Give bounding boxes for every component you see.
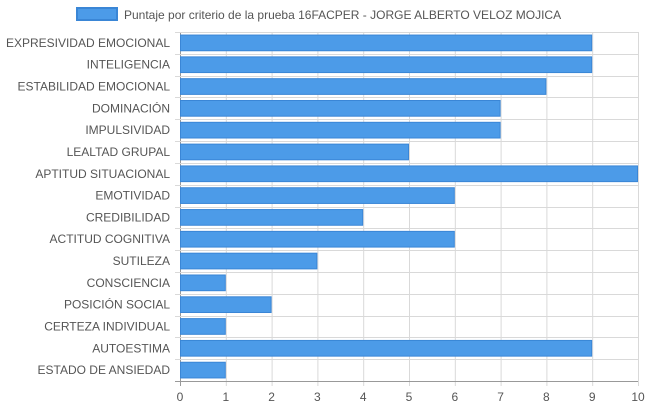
bar[interactable] xyxy=(180,121,501,139)
bar[interactable] xyxy=(180,318,226,335)
bars xyxy=(180,34,638,379)
category-label: ESTABILIDAD EMOCIONAL xyxy=(18,80,171,94)
category-label: EXPRESIVIDAD EMOCIONAL xyxy=(6,36,170,50)
bar[interactable] xyxy=(180,187,455,204)
x-tick-label: 5 xyxy=(406,390,413,404)
legend-label: Puntaje por criterio de la prueba 16FACP… xyxy=(124,8,561,22)
x-tick-label: 7 xyxy=(497,390,504,404)
x-tick-label: 10 xyxy=(631,390,645,404)
bar[interactable] xyxy=(180,296,272,314)
bar[interactable] xyxy=(180,230,455,248)
bar[interactable] xyxy=(180,252,318,270)
category-label: SUTILEZA xyxy=(113,254,170,268)
bar[interactable] xyxy=(180,143,409,161)
category-label: CREDIBILIDAD xyxy=(86,210,170,224)
x-tick-label: 8 xyxy=(543,390,550,404)
bar[interactable] xyxy=(180,339,593,357)
category-label: IMPULSIVIDAD xyxy=(85,123,170,137)
x-tick-label: 2 xyxy=(268,390,275,404)
bar[interactable] xyxy=(180,56,593,74)
bar[interactable] xyxy=(180,274,226,292)
category-label: LEALTAD GRUPAL xyxy=(67,145,171,159)
bar[interactable] xyxy=(180,361,226,379)
category-label: CONSCIENCIA xyxy=(87,276,170,290)
legend[interactable]: Puntaje por criterio de la prueba 16FACP… xyxy=(76,7,561,22)
category-label: DOMINACIÓN xyxy=(92,100,170,115)
x-tick-label: 0 xyxy=(177,390,184,404)
x-tick-label: 9 xyxy=(589,390,596,404)
category-label: EMOTIVIDAD xyxy=(95,189,170,203)
bar[interactable] xyxy=(180,34,593,52)
x-tick-label: 6 xyxy=(451,390,458,404)
x-tick-label: 4 xyxy=(360,390,367,404)
category-label: ESTADO DE ANSIEDAD xyxy=(38,363,171,377)
x-tick-label: 1 xyxy=(222,390,229,404)
x-tick-labels: 0 1 2 3 4 5 6 7 8 9 10 xyxy=(177,390,645,404)
category-labels: EXPRESIVIDAD EMOCIONAL INTELIGENCIA ESTABI… xyxy=(6,36,170,377)
category-label: APTITUD SITUACIONAL xyxy=(35,167,170,181)
category-label: ACTITUD COGNITIVA xyxy=(50,232,170,246)
bar[interactable] xyxy=(180,165,638,183)
category-label: INTELIGENCIA xyxy=(87,58,170,72)
bar[interactable] xyxy=(180,209,364,226)
legend-swatch xyxy=(76,7,118,21)
bar[interactable] xyxy=(180,99,501,117)
category-label: CERTEZA INDIVIDUAL xyxy=(44,319,170,333)
category-label: AUTOESTIMA xyxy=(92,341,170,355)
category-label: POSICIÓN SOCIAL xyxy=(64,297,170,312)
x-tick-label: 3 xyxy=(314,390,321,404)
bar[interactable] xyxy=(180,78,547,95)
